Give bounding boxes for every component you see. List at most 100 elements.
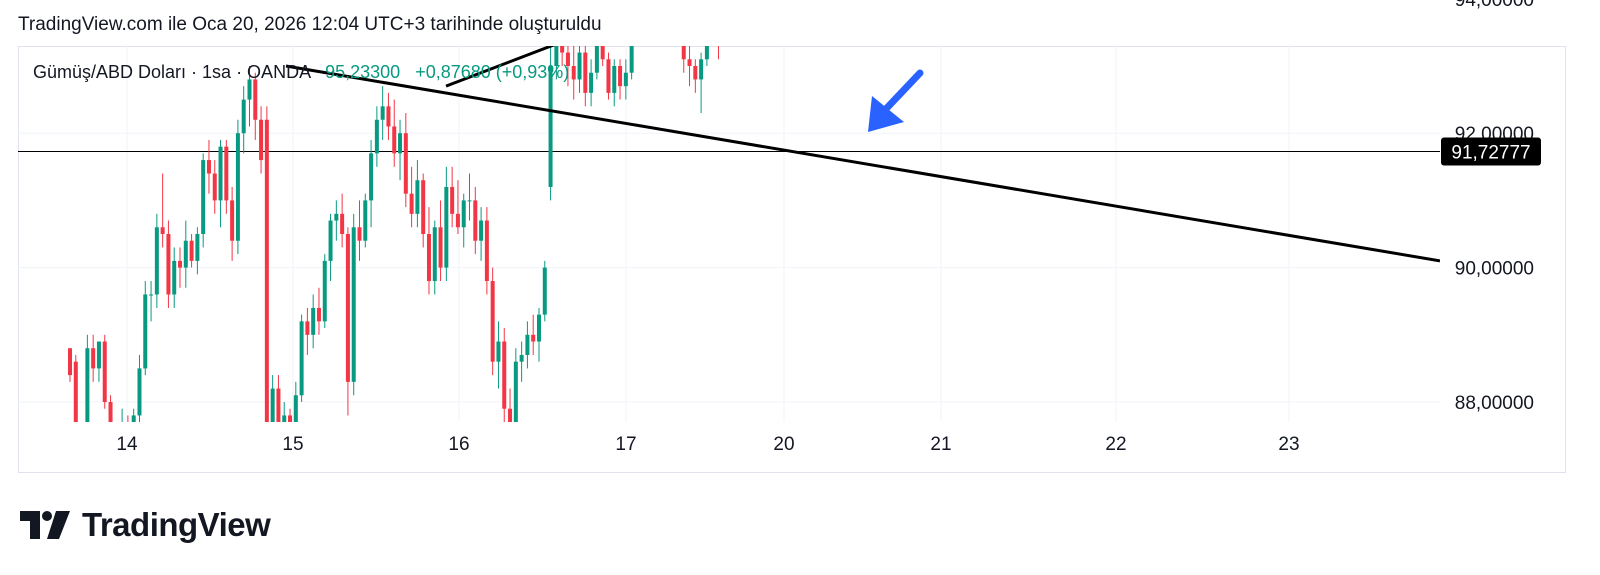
candle[interactable] <box>525 321 530 369</box>
candle[interactable] <box>421 173 426 248</box>
candle[interactable] <box>519 341 524 382</box>
candle[interactable] <box>282 402 287 449</box>
candle[interactable] <box>328 213 333 282</box>
candle[interactable] <box>120 408 124 449</box>
resistance-trend-line[interactable] <box>445 0 1430 88</box>
candle[interactable] <box>311 294 316 349</box>
candle[interactable] <box>380 86 385 140</box>
candle[interactable] <box>166 220 171 308</box>
candle[interactable] <box>600 19 605 66</box>
candle[interactable] <box>241 86 246 154</box>
candle[interactable] <box>548 0 553 201</box>
candle[interactable] <box>508 388 513 443</box>
candle[interactable] <box>623 59 628 100</box>
candle[interactable] <box>206 139 211 194</box>
candle[interactable] <box>305 307 310 355</box>
candle[interactable] <box>531 314 536 355</box>
candle[interactable] <box>502 328 507 422</box>
candle[interactable] <box>577 39 582 93</box>
candle[interactable] <box>455 180 460 234</box>
candle[interactable] <box>722 0 726 19</box>
candle[interactable] <box>676 0 680 32</box>
candle[interactable] <box>322 254 327 329</box>
candle[interactable] <box>484 207 489 295</box>
candle[interactable] <box>565 26 570 87</box>
candle[interactable] <box>426 207 431 295</box>
candle[interactable] <box>589 59 594 107</box>
candle[interactable] <box>467 173 472 221</box>
candle[interactable] <box>357 200 362 261</box>
candle[interactable] <box>316 287 321 335</box>
candle[interactable] <box>374 106 379 167</box>
candle[interactable] <box>363 193 368 248</box>
candle[interactable] <box>432 220 437 295</box>
candle[interactable] <box>264 106 269 442</box>
candle[interactable] <box>606 52 611 100</box>
candle[interactable] <box>235 119 240 255</box>
candle[interactable] <box>635 12 639 46</box>
candle[interactable] <box>108 395 113 442</box>
support-trend-line[interactable] <box>285 64 1440 263</box>
candle[interactable] <box>461 193 466 248</box>
candle[interactable] <box>536 307 541 362</box>
candle[interactable] <box>137 354 142 422</box>
candle[interactable] <box>102 334 107 409</box>
candle[interactable] <box>253 72 258 140</box>
candle[interactable] <box>594 6 599 80</box>
candle[interactable] <box>513 348 518 435</box>
candle[interactable] <box>583 46 588 107</box>
candle[interactable] <box>212 160 217 214</box>
candle[interactable] <box>189 234 194 268</box>
candle[interactable] <box>438 200 443 282</box>
candle[interactable] <box>641 0 645 32</box>
candle[interactable] <box>571 46 576 100</box>
candle[interactable] <box>542 260 547 322</box>
candle[interactable] <box>80 422 84 449</box>
candle[interactable] <box>96 341 101 382</box>
candle[interactable] <box>618 59 623 100</box>
candle[interactable] <box>479 207 484 261</box>
candle[interactable] <box>68 348 72 382</box>
candle[interactable] <box>392 99 397 167</box>
candle[interactable] <box>693 59 698 93</box>
candle[interactable] <box>403 113 408 208</box>
candle[interactable] <box>450 166 455 228</box>
chart-frame[interactable] <box>18 46 1566 473</box>
candle[interactable] <box>293 381 298 442</box>
candle[interactable] <box>560 0 565 66</box>
candle[interactable] <box>704 0 709 66</box>
candle[interactable] <box>218 139 223 228</box>
candle[interactable] <box>299 314 304 402</box>
candle[interactable] <box>398 119 403 181</box>
candle[interactable] <box>85 334 90 436</box>
candle[interactable] <box>369 139 374 228</box>
candle[interactable] <box>230 186 235 261</box>
candle[interactable] <box>224 139 229 214</box>
candle[interactable] <box>334 200 339 241</box>
candle[interactable] <box>687 46 692 87</box>
candle[interactable] <box>149 281 154 322</box>
candle[interactable] <box>711 0 715 6</box>
candle[interactable] <box>270 375 275 442</box>
candle[interactable] <box>259 106 264 174</box>
candle[interactable] <box>444 166 449 282</box>
candle[interactable] <box>340 193 345 248</box>
candle[interactable] <box>386 92 391 140</box>
candle[interactable] <box>201 153 206 248</box>
candle[interactable] <box>647 0 651 12</box>
candle[interactable] <box>496 321 501 389</box>
candle[interactable] <box>288 408 293 449</box>
candle[interactable] <box>629 26 634 80</box>
candle[interactable] <box>612 59 617 107</box>
candle[interactable] <box>409 166 414 228</box>
candle[interactable] <box>554 0 559 80</box>
candle[interactable] <box>91 334 96 382</box>
candle[interactable] <box>699 52 704 114</box>
candle[interactable] <box>473 186 478 255</box>
candle[interactable] <box>276 375 281 442</box>
candle[interactable] <box>716 0 720 60</box>
candle[interactable] <box>247 66 252 127</box>
candle[interactable] <box>178 247 183 288</box>
candle[interactable] <box>183 220 188 288</box>
